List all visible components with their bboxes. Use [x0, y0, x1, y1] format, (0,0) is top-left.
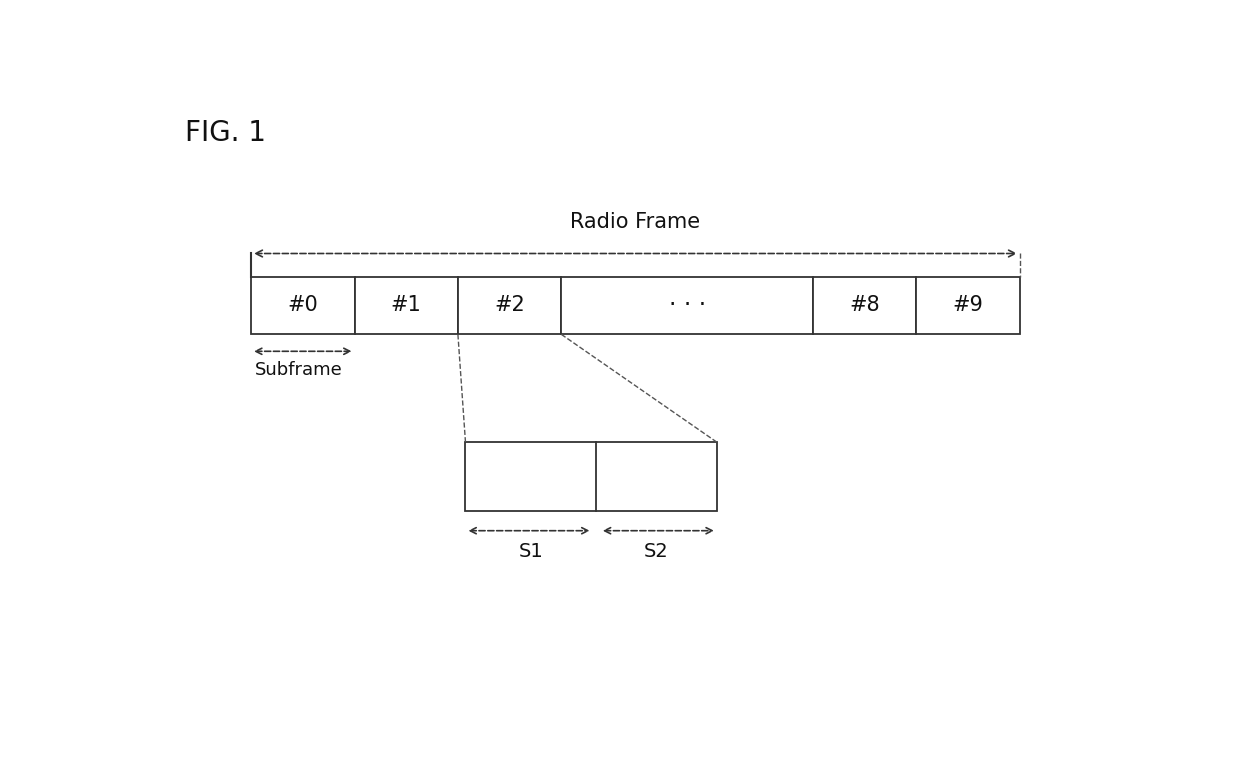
Text: Radio Frame: Radio Frame: [570, 212, 701, 232]
Text: · · ·: · · ·: [668, 294, 706, 317]
Bar: [813, 277, 916, 334]
Text: #2: #2: [495, 295, 525, 315]
Text: S2: S2: [644, 542, 668, 562]
Bar: [250, 277, 355, 334]
Bar: [465, 442, 717, 512]
Text: Subframe: Subframe: [254, 360, 342, 379]
Text: #1: #1: [391, 295, 422, 315]
Text: #8: #8: [849, 295, 880, 315]
Bar: [458, 277, 562, 334]
Text: FIG. 1: FIG. 1: [185, 119, 265, 147]
Text: #9: #9: [952, 295, 983, 315]
Bar: [355, 277, 458, 334]
Bar: [562, 277, 813, 334]
Text: #0: #0: [288, 295, 319, 315]
Bar: [916, 277, 1021, 334]
Text: S1: S1: [518, 542, 543, 562]
